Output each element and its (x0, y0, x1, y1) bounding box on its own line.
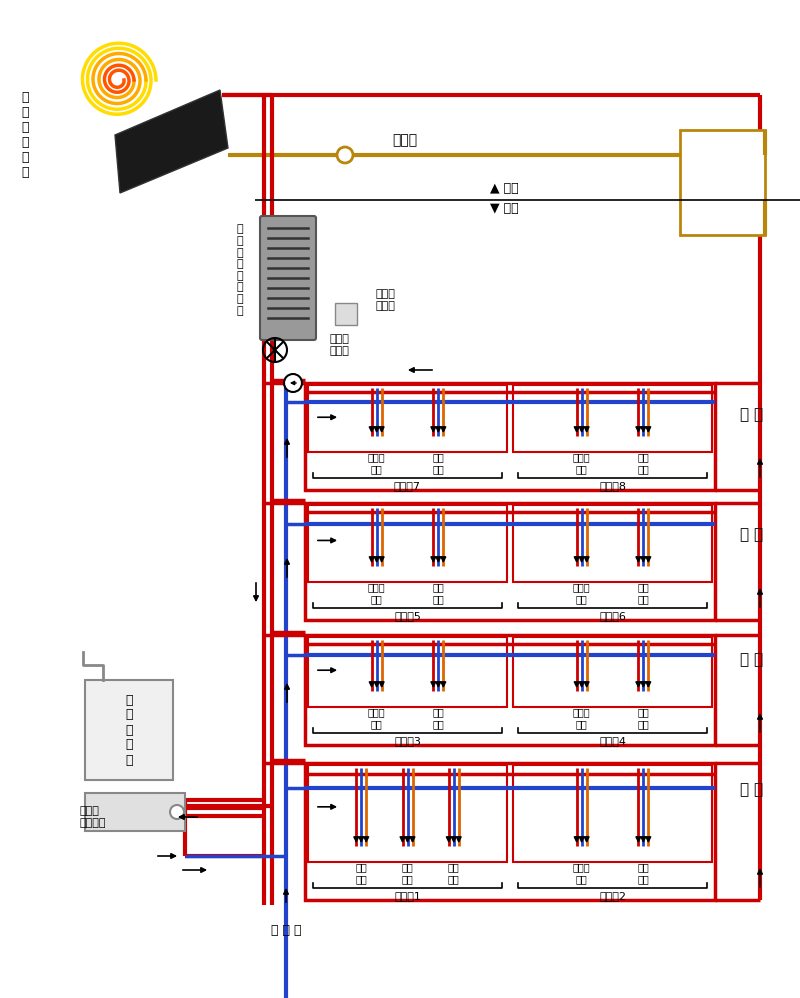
Bar (513, 765, 712, 862)
Circle shape (337, 147, 353, 163)
Text: 淋浴
用水: 淋浴 用水 (402, 862, 414, 884)
Circle shape (284, 374, 302, 392)
Text: 洗脸池
用水: 洗脸池 用水 (573, 862, 590, 884)
Text: 三 楼: 三 楼 (740, 528, 763, 543)
Bar (680, 130, 765, 235)
Text: 洗脸池
用水: 洗脸池 用水 (573, 708, 590, 729)
Bar (308, 765, 507, 862)
Text: 淋浴
用水: 淋浴 用水 (638, 582, 650, 604)
Text: 淋浴
用水: 淋浴 用水 (638, 452, 650, 474)
Text: 淋浴
用水: 淋浴 用水 (433, 582, 444, 604)
Text: 淋浴
用水: 淋浴 用水 (448, 862, 460, 884)
Text: 恒尔暖
控制器: 恒尔暖 控制器 (375, 289, 395, 310)
Bar (305, 635, 715, 745)
Text: 自 来 水: 自 来 水 (270, 923, 302, 936)
Text: 卫生间1: 卫生间1 (394, 891, 421, 901)
Text: ▲ 房顶: ▲ 房顶 (490, 182, 518, 195)
Bar (85, 793, 185, 831)
Text: 洗脸池
用水: 洗脸池 用水 (573, 452, 590, 474)
Text: 一 楼: 一 楼 (740, 782, 763, 797)
Bar (513, 385, 712, 452)
Bar (513, 637, 712, 707)
Text: 卫生间4: 卫生间4 (599, 736, 626, 746)
Text: 卫生间3: 卫生间3 (394, 736, 421, 746)
Bar (308, 637, 507, 707)
Text: 淋浴
用水: 淋浴 用水 (433, 708, 444, 729)
Text: 洗脸池
用水: 洗脸池 用水 (368, 708, 386, 729)
Text: 卫生间2: 卫生间2 (599, 891, 626, 901)
Text: 恒尔暖
自控中心: 恒尔暖 自控中心 (80, 806, 106, 827)
Text: 洗脸池
用水: 洗脸池 用水 (368, 582, 386, 604)
Text: 太
阳
能
热
水
器
水
箱: 太 阳 能 热 水 器 水 箱 (237, 225, 243, 315)
Text: 厨房
用水: 厨房 用水 (355, 862, 367, 884)
Bar (85, 680, 173, 780)
Bar (335, 303, 357, 325)
Text: 太
阳
能
集
热
器: 太 阳 能 集 热 器 (22, 91, 29, 179)
Text: ▼ 室内: ▼ 室内 (490, 202, 518, 215)
Bar (308, 385, 507, 452)
Text: 卫生间5: 卫生间5 (394, 611, 421, 621)
Text: 淋浴
用水: 淋浴 用水 (433, 452, 444, 474)
Text: 洗脸池
用水: 洗脸池 用水 (573, 582, 590, 604)
Text: 卫生间7: 卫生间7 (394, 481, 421, 491)
Text: 二 楼: 二 楼 (740, 653, 763, 668)
FancyBboxPatch shape (260, 216, 316, 340)
Bar (305, 763, 715, 900)
Text: 卫生间6: 卫生间6 (599, 611, 626, 621)
Bar (513, 505, 712, 582)
Text: 循环泵: 循环泵 (393, 133, 418, 147)
Text: 卫生间8: 卫生间8 (599, 481, 626, 491)
Text: 淋浴
用水: 淋浴 用水 (638, 708, 650, 729)
Text: 循环泵
单向阀: 循环泵 单向阀 (330, 334, 350, 356)
Bar (308, 505, 507, 582)
Text: 燃
气
热
水
器: 燃 气 热 水 器 (126, 694, 133, 766)
Bar (305, 383, 715, 490)
Bar (305, 503, 715, 620)
Polygon shape (115, 90, 228, 193)
Text: 淋浴
用水: 淋浴 用水 (638, 862, 650, 884)
Circle shape (170, 805, 184, 819)
Text: 洗脸池
用水: 洗脸池 用水 (368, 452, 386, 474)
Text: 四 楼: 四 楼 (740, 407, 763, 422)
